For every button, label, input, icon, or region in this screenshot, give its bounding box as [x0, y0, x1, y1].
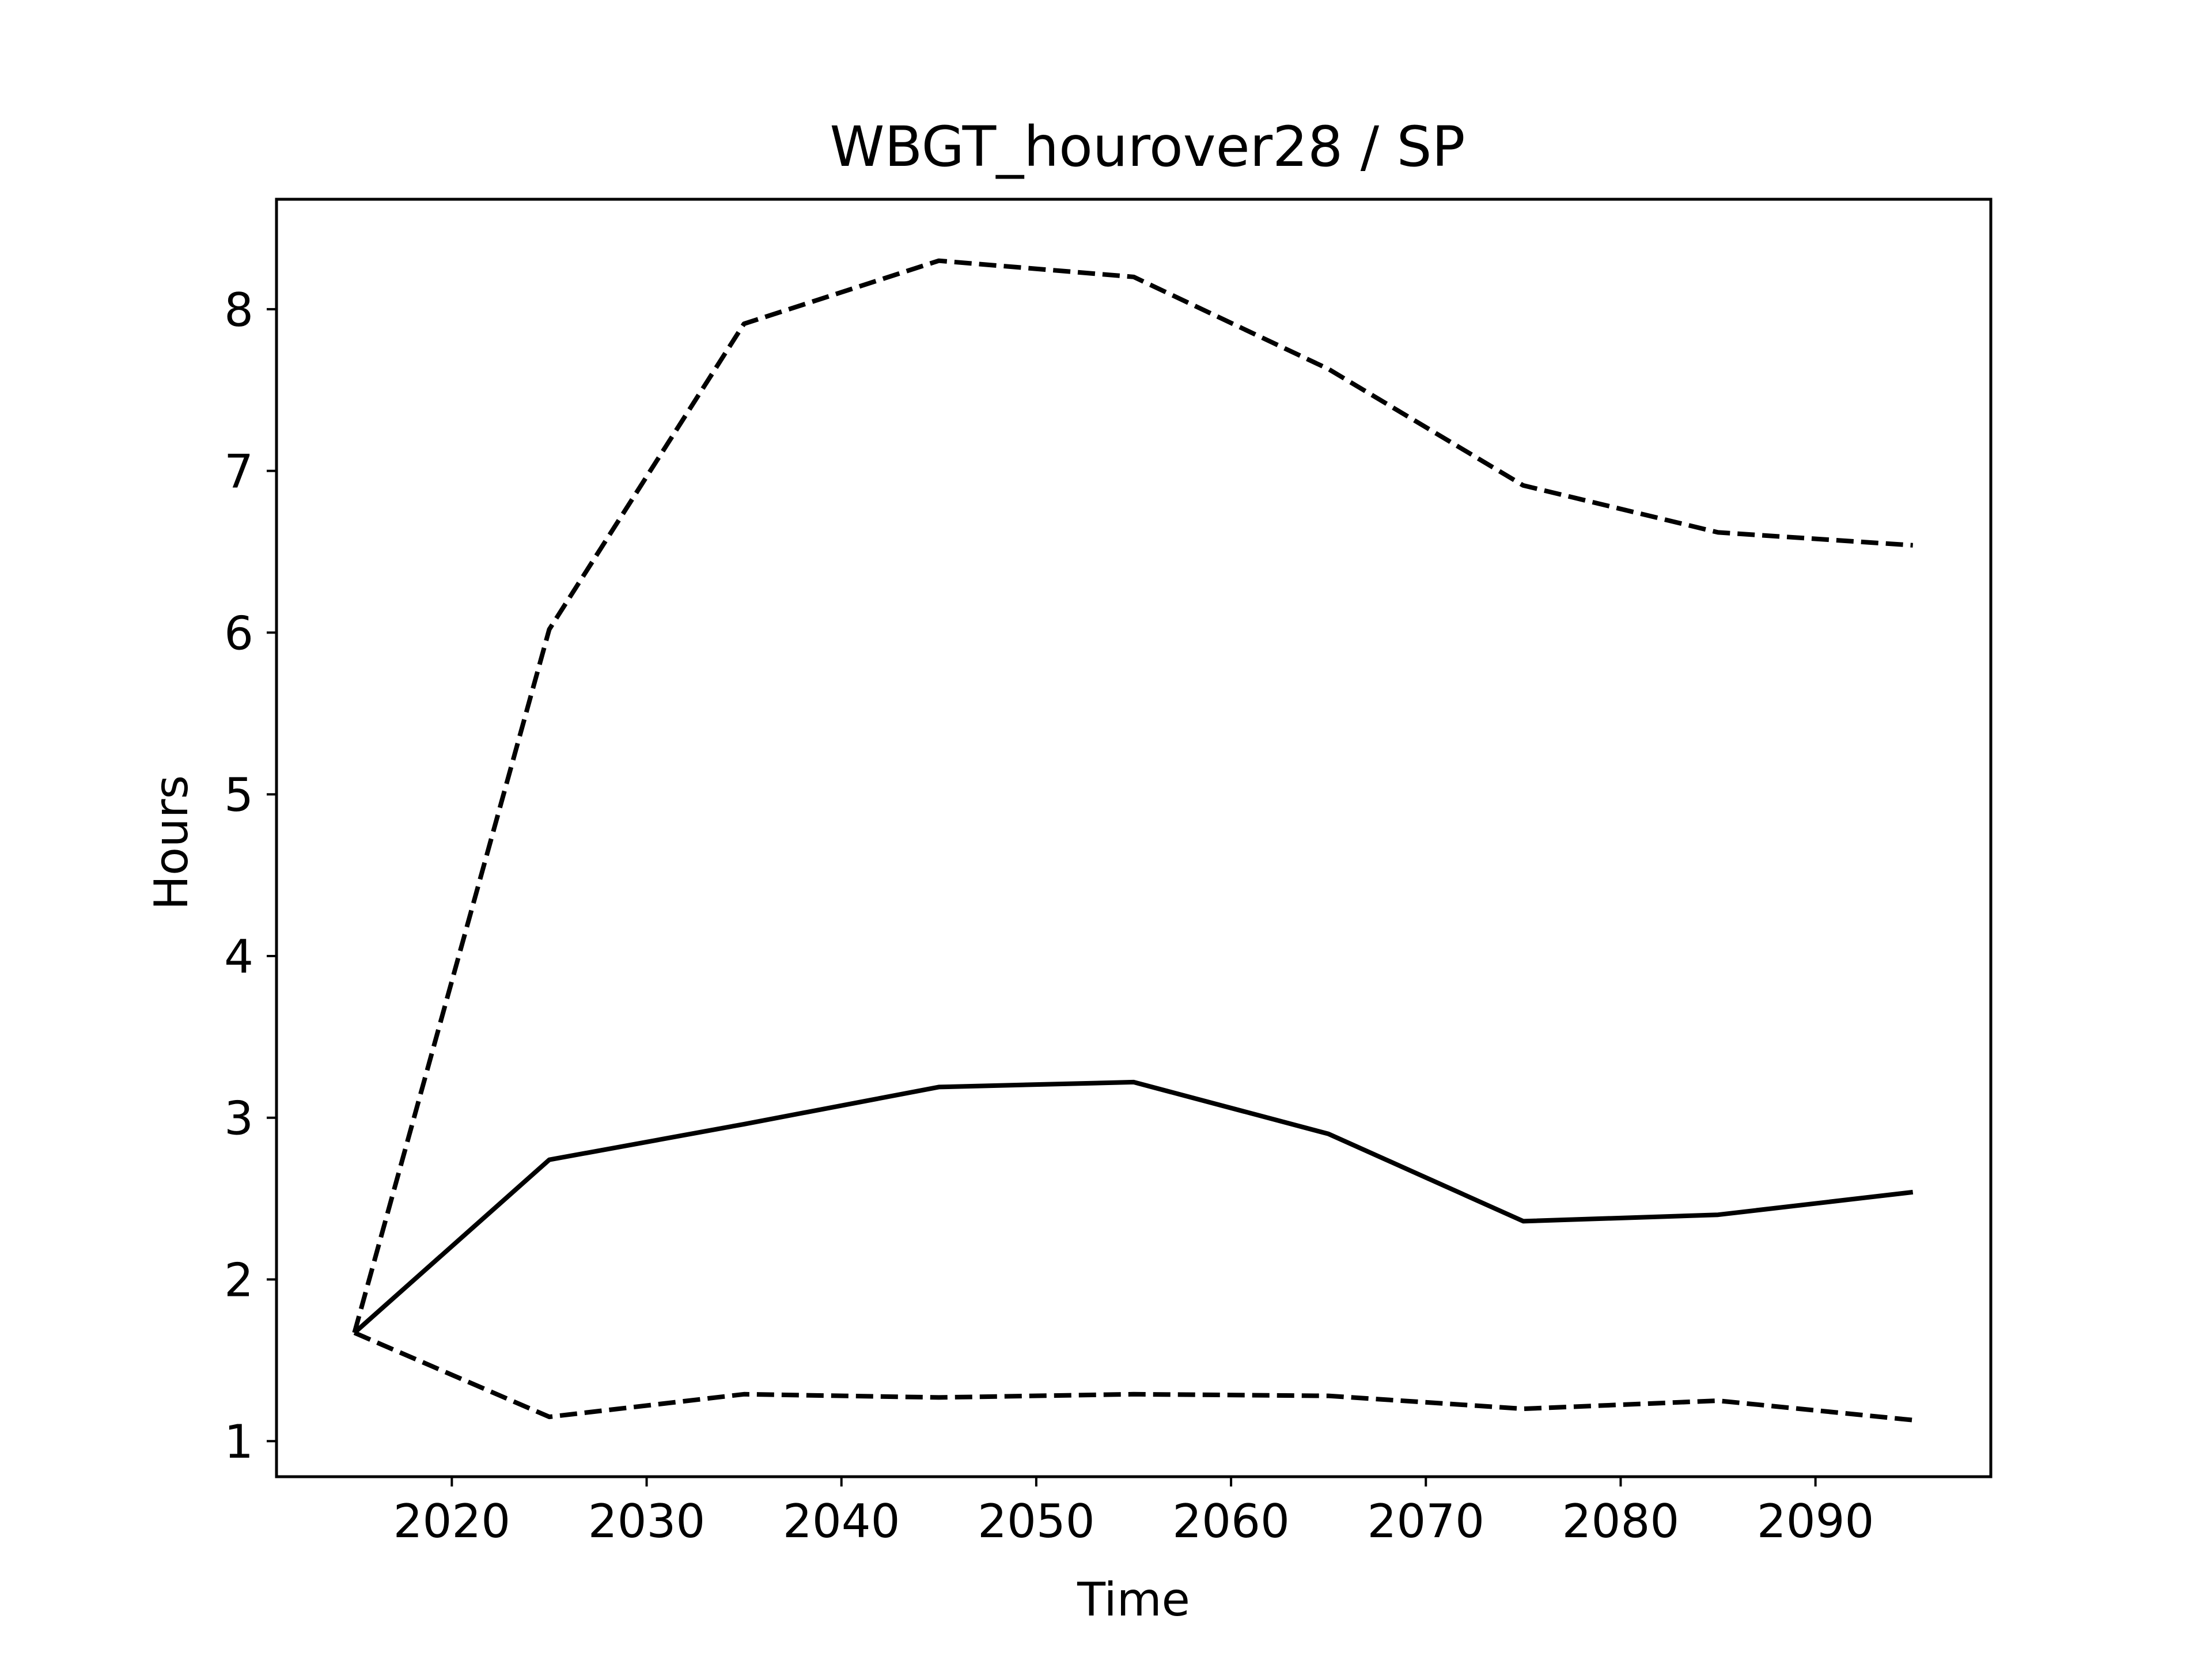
dashed-series-line-2	[353, 1330, 1914, 1423]
solid-series-line-1	[353, 1079, 1914, 1335]
y-tick-label: 7	[224, 445, 253, 499]
x-tick-label: 2020	[393, 1495, 511, 1548]
chart-title: WBGT_hourover28 / SP	[830, 115, 1465, 179]
y-tick-label: 1	[224, 1415, 253, 1469]
y-axis-label: Hours	[145, 775, 198, 910]
axes-frame	[275, 198, 1993, 1478]
y-axis: 1 2 3 4 5 6 7 8	[224, 283, 276, 1469]
x-tick-label: 2070	[1367, 1495, 1484, 1548]
x-tick-label: 2090	[1757, 1495, 1874, 1548]
y-tick-label: 2	[224, 1253, 253, 1307]
x-axis: 2020 2030 2040 2050 2060 2070 2080 2090	[393, 1477, 1874, 1548]
x-tick-label: 2050	[978, 1495, 1095, 1548]
y-tick-label: 5	[224, 768, 253, 822]
x-tick-label: 2030	[588, 1495, 706, 1548]
y-tick-label: 4	[224, 930, 253, 984]
y-tick-label: 6	[224, 606, 253, 660]
x-axis-label: Time	[1077, 1573, 1190, 1626]
plot-area	[352, 258, 1914, 1423]
y-tick-label: 8	[224, 283, 253, 337]
x-tick-label: 2040	[783, 1495, 900, 1548]
x-tick-label: 2060	[1172, 1495, 1290, 1548]
dashed-series-line-0	[352, 258, 1913, 1334]
x-tick-label: 2080	[1562, 1495, 1680, 1548]
y-tick-label: 3	[224, 1092, 253, 1146]
